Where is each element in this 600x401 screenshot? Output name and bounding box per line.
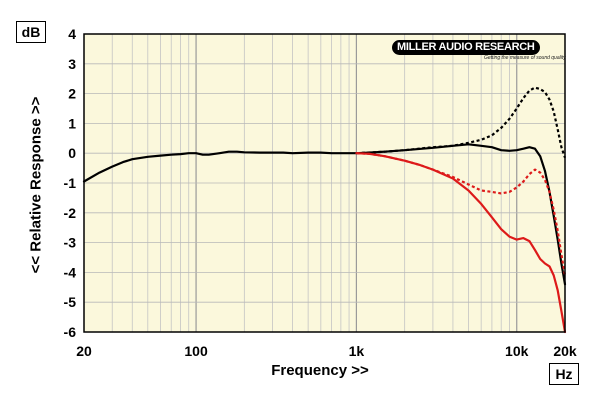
x-tick-label: 100 <box>184 343 208 359</box>
logo-brand: MILLER AUDIO RESEARCH <box>392 40 540 55</box>
y-tick-label: -2 <box>64 205 77 221</box>
x-unit-label: Hz <box>549 363 579 385</box>
y-tick-label: -6 <box>64 324 77 340</box>
series-line-3 <box>356 152 567 276</box>
y-tick-label: 3 <box>68 56 76 72</box>
plot-frame <box>83 33 566 333</box>
x-tick-label: 1k <box>349 343 365 359</box>
x-axis-label: Frequency >> <box>271 362 369 379</box>
x-tick-label: 20k <box>553 343 577 359</box>
series-line-1 <box>82 143 567 286</box>
x-tick-label: 20 <box>76 343 92 359</box>
y-tick-label: 1 <box>68 115 76 131</box>
logo-tagline: Getting the measure of sound quality <box>484 55 566 61</box>
y-unit-label: dB <box>16 21 46 43</box>
y-tick-label: 0 <box>68 145 76 161</box>
y-tick-label: -5 <box>64 294 77 310</box>
y-tick-label: 2 <box>68 86 76 102</box>
y-tick-label: 4 <box>68 26 76 42</box>
y-tick-label: -3 <box>64 235 77 251</box>
miller-audio-research-logo: MILLER AUDIO RESEARCH Getting the measur… <box>392 39 566 63</box>
series-line-2 <box>356 86 567 159</box>
y-tick-label: -4 <box>64 264 77 280</box>
x-tick-label: 10k <box>505 343 529 359</box>
y-axis-label: << Relative Response >> <box>27 96 45 274</box>
y-tick-label: -1 <box>64 175 77 191</box>
x-tick-labels: 20 100 1k 10k 20k <box>76 343 577 359</box>
y-tick-labels: 4 3 2 1 0 -1 -2 -3 -4 -5 -6 <box>64 26 77 340</box>
series-line-4 <box>355 152 567 334</box>
series-lines <box>82 86 567 334</box>
grid-lines <box>83 33 566 333</box>
